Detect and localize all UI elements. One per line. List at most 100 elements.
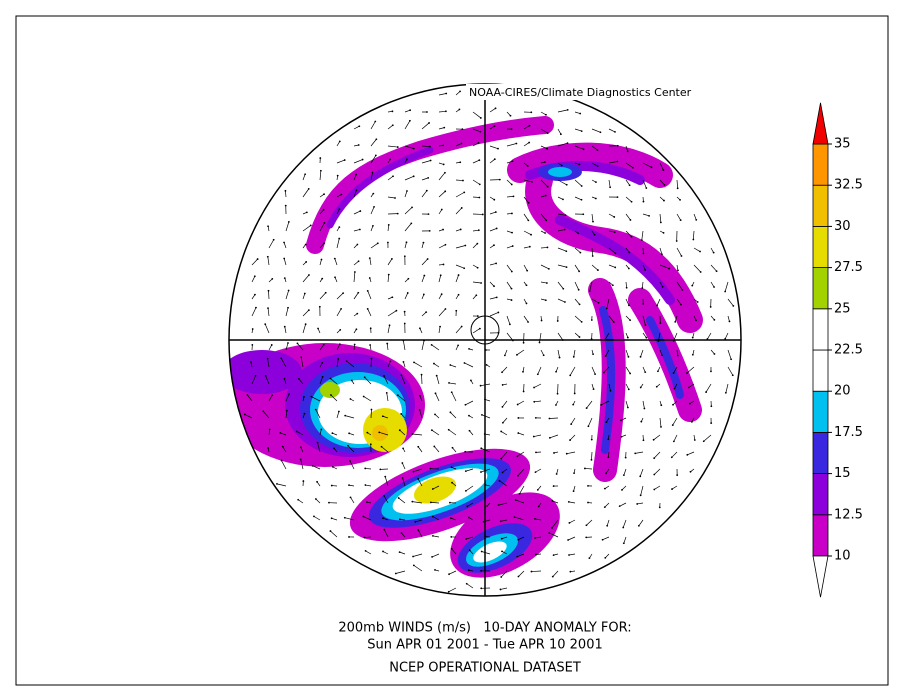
wind-vector: [452, 447, 457, 453]
wind-vector: [523, 179, 533, 183]
wind-vector-head: [410, 222, 413, 225]
wind-vector-head: [499, 520, 502, 523]
wind-vector: [404, 145, 414, 149]
wind-vector: [620, 417, 627, 421]
wind-vector-head: [501, 384, 504, 386]
wind-vector: [692, 230, 695, 240]
wind-vector-head: [283, 241, 285, 244]
wind-vector: [517, 553, 525, 557]
wind-vector: [382, 415, 389, 419]
wind-vector-head: [338, 237, 341, 240]
wind-vector-head: [493, 158, 496, 161]
wind-vector-head: [419, 394, 421, 397]
wind-vector: [588, 417, 593, 427]
wind-vector-head: [658, 506, 661, 509]
wind-vector-head: [495, 262, 498, 265]
wind-vector: [625, 213, 631, 221]
wind-vector: [523, 264, 528, 271]
wind-vector-head: [609, 186, 612, 189]
wind-vector-head: [425, 189, 428, 192]
wind-vector-head: [695, 319, 697, 322]
wind-vector-head: [468, 414, 470, 417]
wind-vector-head: [527, 219, 530, 222]
wind-vector-head: [412, 564, 415, 567]
wind-vector-head: [468, 347, 470, 350]
wind-vector: [402, 340, 406, 351]
wind-vector: [455, 192, 465, 198]
wind-vector-head: [730, 358, 733, 361]
wind-vector-head: [383, 375, 385, 377]
wind-vector-head: [613, 231, 616, 234]
wind-vector: [412, 433, 423, 436]
wind-vector-head: [374, 154, 377, 157]
wind-vector-head: [309, 224, 312, 227]
wind-vector-head: [348, 432, 351, 435]
wind-vector-head: [316, 441, 319, 444]
wind-vector-head: [340, 193, 343, 196]
wind-vector: [489, 228, 497, 232]
wind-vector-head: [590, 438, 593, 441]
wind-vector: [574, 196, 582, 201]
wind-vector: [431, 344, 440, 351]
wind-vector: [398, 497, 406, 504]
wind-vector: [534, 400, 542, 403]
wind-vector-head: [405, 158, 408, 161]
wind-vector-head: [596, 165, 599, 168]
wind-vector: [465, 400, 474, 406]
wind-vector-head: [565, 266, 568, 269]
wind-vector-head: [657, 370, 659, 373]
wind-vector-head: [587, 484, 589, 487]
wind-vector: [693, 264, 701, 273]
wind-vector-head: [338, 140, 341, 143]
wind-vector: [574, 281, 579, 290]
wind-vector: [319, 170, 322, 181]
wind-vector-head: [552, 554, 555, 557]
wind-vector-head: [304, 243, 307, 246]
wind-vector-head: [386, 342, 389, 345]
wind-vector: [363, 396, 372, 402]
wind-vector: [319, 429, 322, 436]
wind-vector-head: [460, 207, 463, 209]
wind-vector-head: [569, 570, 572, 573]
wind-vector-head: [542, 354, 545, 357]
wind-vector: [347, 445, 355, 453]
wind-vector: [267, 308, 270, 317]
wind-vector-head: [256, 258, 259, 260]
wind-vector-head: [363, 376, 366, 379]
wind-vector-head: [406, 190, 408, 192]
wind-vector: [489, 281, 495, 287]
colorbar-band: [812, 143, 829, 186]
wind-vector-head: [262, 410, 265, 413]
wind-vector: [421, 242, 424, 249]
wind-vector-head: [477, 229, 480, 232]
wind-vector-head: [680, 303, 682, 306]
wind-vector: [387, 325, 390, 334]
wind-vector: [608, 213, 615, 218]
wind-vector-head: [271, 394, 274, 397]
wind-vector-head: [475, 294, 478, 297]
wind-vector-head: [544, 299, 547, 302]
wind-vector: [353, 174, 357, 181]
wind-vector: [387, 361, 391, 368]
wind-vector-head: [661, 253, 663, 256]
wind-vector: [430, 502, 440, 504]
wind-vector-head: [285, 409, 288, 412]
wind-vector: [302, 274, 310, 283]
wind-vector-head: [480, 569, 483, 572]
wind-vector-head: [663, 184, 666, 186]
wind-vector-head: [525, 302, 528, 305]
wind-vector: [413, 468, 423, 473]
wind-vector-head: [495, 296, 498, 299]
wind-vector-head: [330, 517, 333, 520]
wind-vector-head: [338, 208, 341, 211]
wind-vector-head: [448, 382, 450, 384]
wind-vector-head: [467, 569, 470, 572]
wind-vector: [387, 310, 397, 317]
shading: [473, 541, 507, 563]
wind-vector-head: [287, 289, 290, 292]
wind-vector-head: [400, 413, 403, 415]
wind-vector-head: [628, 304, 630, 307]
wind-vector: [625, 145, 629, 152]
wind-vector-head: [343, 159, 346, 161]
wind-vector-head: [333, 447, 336, 450]
